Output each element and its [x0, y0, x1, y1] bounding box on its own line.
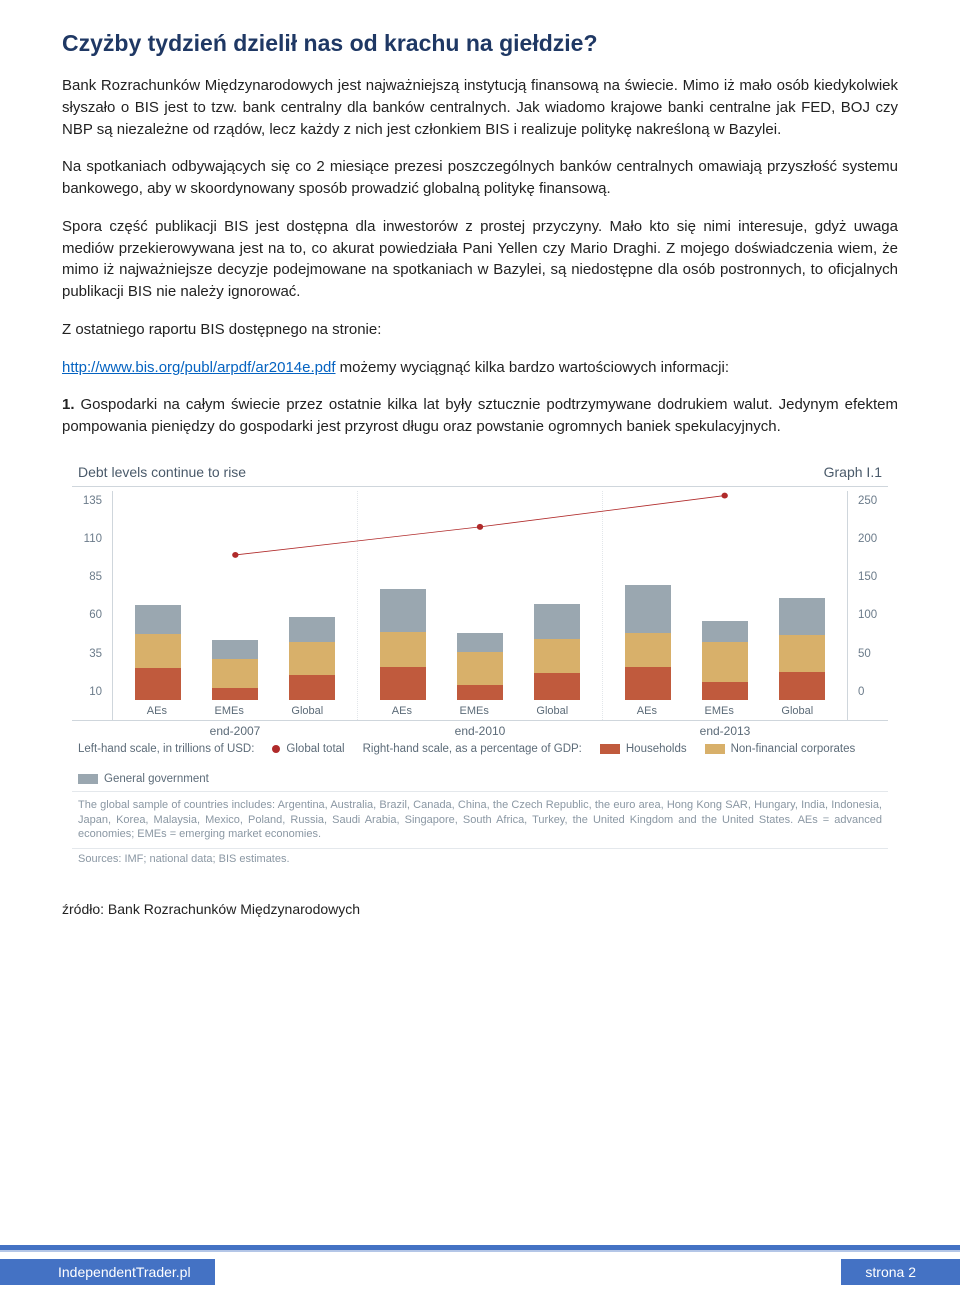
paragraph-1: Bank Rozrachunków Międzynarodowych jest … — [62, 75, 898, 140]
legend-global-total: Global total — [272, 743, 344, 755]
page-title: Czyżby tydzień dzielił nas od krachu na … — [62, 30, 898, 57]
chart-footnote: The global sample of countries includes:… — [72, 792, 888, 849]
debt-chart: Debt levels continue to rise Graph I.1 1… — [62, 456, 898, 884]
footer-stripe2 — [0, 1250, 960, 1252]
legend-nonfin: Non-financial corporates — [705, 743, 856, 755]
page-footer: IndependentTrader.pl strona 2 — [0, 1245, 960, 1289]
chart-body: 13511085603510 250200150100500 AEsEMEsGl… — [72, 491, 888, 721]
dot-icon — [272, 745, 280, 753]
chart-bar — [289, 617, 335, 699]
chart-group: AEsEMEsGlobalend-2010 — [357, 491, 602, 720]
chart-bar — [779, 598, 825, 700]
chart-graph-label: Graph I.1 — [824, 464, 882, 480]
legend-right-label: Right-hand scale, as a percentage of GDP… — [363, 743, 582, 755]
paragraph-3: Spora część publikacji BIS jest dostępna… — [62, 216, 898, 303]
chart-bar — [457, 633, 503, 700]
paragraph-4: Z ostatniego raportu BIS dostępnego na s… — [62, 319, 898, 341]
yaxis-right: 250200150100500 — [854, 491, 888, 720]
legend-left-label: Left-hand scale, in trillions of USD: — [78, 743, 254, 755]
chart-sources: Sources: IMF; national data; BIS estimat… — [72, 848, 888, 873]
footer-page: strona 2 — [841, 1259, 960, 1285]
chart-group: AEsEMEsGlobalend-2007 — [113, 491, 357, 720]
legend-gengov: General government — [78, 773, 209, 785]
chart-bar — [135, 605, 181, 700]
chart-group: AEsEMEsGlobalend-2013 — [602, 491, 847, 720]
chart-bar — [380, 589, 426, 700]
bis-report-link[interactable]: http://www.bis.org/publ/arpdf/ar2014e.pd… — [62, 359, 336, 376]
chart-plot: AEsEMEsGlobalend-2007AEsEMEsGlobalend-20… — [112, 491, 848, 720]
chart-bar — [534, 604, 580, 700]
yaxis-left: 13511085603510 — [72, 491, 106, 720]
footer-site: IndependentTrader.pl — [0, 1259, 215, 1285]
link-after-text: możemy wyciągnąć kilka bardzo wartościow… — [336, 359, 729, 376]
chart-bar — [212, 640, 258, 699]
paragraph-link: http://www.bis.org/publ/arpdf/ar2014e.pd… — [62, 357, 898, 379]
source-line: źródło: Bank Rozrachunków Międzynarodowy… — [62, 901, 898, 917]
paragraph-2: Na spotkaniach odbywających się co 2 mie… — [62, 156, 898, 200]
chart-bar — [702, 621, 748, 700]
para5-num: 1. — [62, 396, 75, 413]
chart-title: Debt levels continue to rise — [78, 464, 246, 480]
chart-bar — [625, 585, 671, 700]
legend-households: Households — [600, 743, 687, 755]
para5-text: Gospodarki na całym świecie przez ostatn… — [62, 396, 898, 435]
paragraph-5: 1. Gospodarki na całym świecie przez ost… — [62, 394, 898, 438]
